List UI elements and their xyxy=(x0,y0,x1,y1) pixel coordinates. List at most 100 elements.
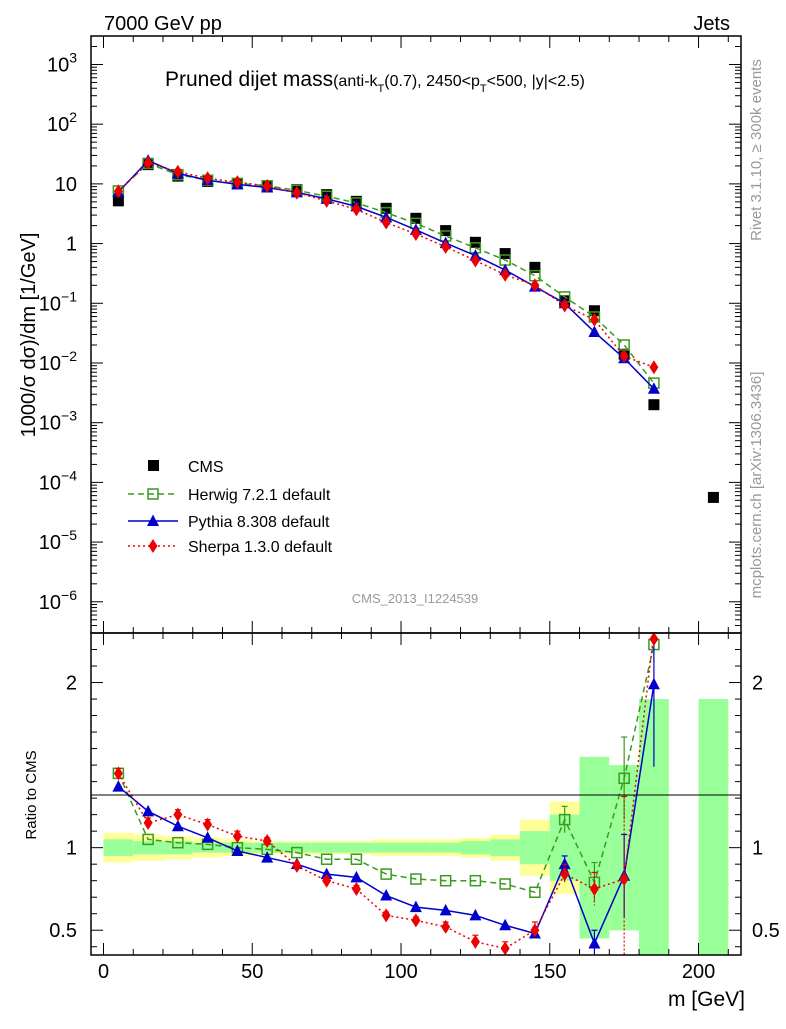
band-stat-1 xyxy=(133,841,164,855)
band-stat-13 xyxy=(490,839,521,856)
legend-label-sherpa: Sherpa 1.3.0 default xyxy=(188,539,333,556)
header-right: Jets xyxy=(693,13,730,35)
sherpa-main-point-6 xyxy=(292,185,302,200)
pythia-ratio-point-7 xyxy=(320,867,333,880)
sherpa-ratio-point-14 xyxy=(530,923,540,938)
pythia-ratio-point-1 xyxy=(142,804,155,817)
ratio-uncertainty-bands xyxy=(103,699,729,955)
cms-point-13 xyxy=(499,248,511,260)
sherpa-ratio-point-15 xyxy=(560,867,570,882)
sherpa-main-point-9 xyxy=(381,215,391,230)
ratio-tick-label-left-0: 0.5 xyxy=(49,920,77,942)
band-stat-16 xyxy=(579,756,610,939)
sherpa-ratio-point-6 xyxy=(292,858,302,873)
herwig-ratio-point-1 xyxy=(142,833,154,846)
legend-marker-pythia xyxy=(147,514,159,526)
legend-marker-sherpa xyxy=(148,539,158,553)
sherpa-ratio-point-5 xyxy=(262,834,272,849)
ratio-tick-label-left-2: 2 xyxy=(66,673,77,695)
axis-ticks: 0 50 100 150 20010310210110−110−210−310−410−… xyxy=(39,35,780,983)
pythia-ratio-point-3 xyxy=(201,831,214,843)
sherpa-main-point-17 xyxy=(619,349,629,364)
pythia-main-line xyxy=(117,159,655,390)
herwig-ratio-point-15 xyxy=(558,813,571,826)
herwig-ratio-point-17 xyxy=(618,772,630,785)
ratio-tick-label-right-1: 1 xyxy=(752,838,763,860)
herwig-ratio-point-2 xyxy=(172,836,184,849)
x-axis-label: m [GeV] xyxy=(668,988,745,1011)
sherpa-main-point-7 xyxy=(322,193,332,208)
sherpa-main-point-5 xyxy=(262,179,272,194)
sherpa-ratio-point-9 xyxy=(381,908,391,923)
cms-point-14 xyxy=(529,261,541,273)
herwig-ratio-point-13 xyxy=(499,878,511,890)
y-tick-label-4: 10−1 xyxy=(39,288,77,315)
legend: CMS Herwig 7.2.1 default Pythia 8.308 defa… xyxy=(128,459,333,556)
herwig-ratio-point-12 xyxy=(469,874,482,887)
cms-point-16 xyxy=(588,305,600,317)
sherpa-ratio-point-8 xyxy=(351,881,361,896)
band-stat-3 xyxy=(192,842,223,853)
y-tick-label-0: 103 xyxy=(47,49,77,76)
pythia-ratio-point-18 xyxy=(647,677,660,690)
pythia-ratio-point-10 xyxy=(409,900,422,913)
y-tick-label-7: 10−4 xyxy=(39,467,77,494)
ratio-tick-label-right-0: 0.5 xyxy=(752,920,780,942)
pythia-ratio-point-4 xyxy=(231,844,244,856)
band-stat-12 xyxy=(460,841,491,855)
y-tick-label-3: 1 xyxy=(66,234,77,256)
band-stat-0 xyxy=(103,839,134,856)
sherpa-ratio-point-3 xyxy=(203,817,213,832)
band-stat-7 xyxy=(311,842,342,853)
x-tick-label-0: 0 xyxy=(98,961,109,983)
sherpa-main-point-12 xyxy=(470,253,480,268)
y-tick-label-1: 102 xyxy=(47,109,77,136)
herwig-ratio-point-10 xyxy=(410,873,422,885)
pythia-main-point-16 xyxy=(588,325,601,338)
legend-label-herwig: Herwig 7.2.1 default xyxy=(188,487,331,504)
pythia-ratio-point-8 xyxy=(350,870,363,883)
sherpa-main-point-10 xyxy=(411,226,421,241)
herwig-ratio-point-8 xyxy=(350,853,363,865)
band-stat-9 xyxy=(371,842,402,853)
sherpa-main-point-18 xyxy=(649,360,659,375)
herwig-ratio-point-11 xyxy=(439,874,452,887)
sherpa-main-point-8 xyxy=(351,202,361,217)
sherpa-ratio-point-16 xyxy=(589,881,599,896)
pythia-ratio-point-0 xyxy=(112,780,125,792)
pythia-ratio-point-9 xyxy=(380,889,393,901)
pythia-ratio-point-13 xyxy=(499,918,512,931)
y-tick-label-5: 10−2 xyxy=(39,348,77,375)
header-left: 7000 GeV pp xyxy=(104,13,222,35)
sherpa-ratio-point-0 xyxy=(113,766,123,781)
ratio-frame xyxy=(90,632,742,956)
sherpa-main-point-2 xyxy=(173,164,183,179)
sherpa-ratio-point-17 xyxy=(619,872,629,887)
sherpa-main-point-14 xyxy=(530,278,540,293)
sherpa-main-point-0 xyxy=(113,184,123,199)
sherpa-main-point-4 xyxy=(232,175,242,190)
series-layer xyxy=(112,154,719,956)
herwig-ratio-point-7 xyxy=(320,853,333,865)
y-tick-label-8: 10−5 xyxy=(39,527,77,554)
y-axis-label: 1000/σ dσ)/dm [1/GeV] xyxy=(18,233,40,438)
pythia-ratio-point-15 xyxy=(558,857,571,870)
sherpa-main-point-11 xyxy=(441,239,451,254)
y-tick-label-2: 10 xyxy=(55,174,77,196)
sherpa-ratio-point-18 xyxy=(649,632,659,646)
band-stat-8 xyxy=(341,842,372,853)
sherpa-main-point-15 xyxy=(560,298,570,313)
pythia-ratio-point-11 xyxy=(439,903,452,916)
sherpa-main-point-3 xyxy=(203,171,213,186)
x-tick-label-100: 100 xyxy=(384,961,417,983)
ratio-tick-label-left-1: 1 xyxy=(66,838,77,860)
legend-marker-cms xyxy=(148,460,159,471)
herwig-ratio-point-14 xyxy=(529,886,541,899)
legend-label-pythia: Pythia 8.308 default xyxy=(188,514,330,531)
y-tick-label-6: 10−3 xyxy=(39,408,77,435)
sherpa-ratio-line xyxy=(117,632,655,950)
pythia-ratio-point-5 xyxy=(261,851,274,863)
chart-title: Pruned dijet mass(anti-kT(0.7), 2450<pT<… xyxy=(165,68,585,95)
